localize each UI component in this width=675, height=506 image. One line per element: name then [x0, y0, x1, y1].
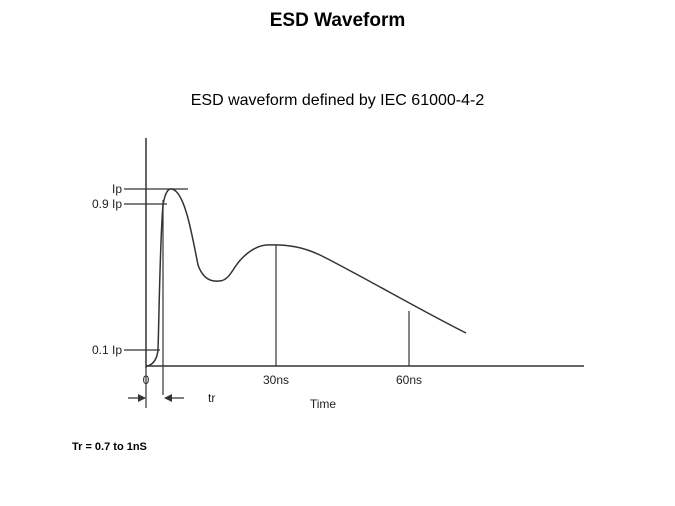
- waveform-curve: [145, 188, 467, 367]
- label-ip90: 0.9 Ip: [92, 197, 122, 211]
- rise-time-footnote: Tr = 0.7 to 1nS: [72, 441, 147, 453]
- label-time: Time: [310, 397, 337, 411]
- label-60ns: 60ns: [396, 373, 422, 387]
- label-30ns: 30ns: [263, 373, 289, 387]
- label-ip10: 0.1 Ip: [92, 343, 122, 357]
- label-ip: Ip: [112, 182, 122, 196]
- slide-title: ESD Waveform: [269, 10, 406, 31]
- label-origin: 0: [143, 373, 150, 387]
- label-tr: tr: [208, 391, 215, 405]
- diagram-caption: ESD waveform defined by IEC 61000-4-2: [190, 92, 485, 109]
